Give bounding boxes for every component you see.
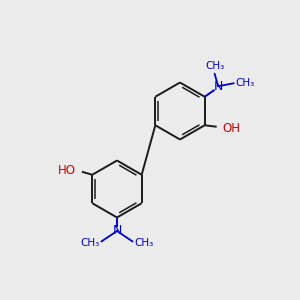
Text: CH₃: CH₃ — [134, 238, 153, 248]
Text: OH: OH — [223, 122, 241, 135]
Text: CH₃: CH₃ — [235, 78, 254, 88]
Text: HO: HO — [58, 164, 76, 177]
Text: N: N — [214, 80, 223, 93]
Text: N: N — [112, 224, 122, 238]
Text: CH₃: CH₃ — [205, 61, 224, 71]
Text: CH₃: CH₃ — [81, 238, 100, 248]
